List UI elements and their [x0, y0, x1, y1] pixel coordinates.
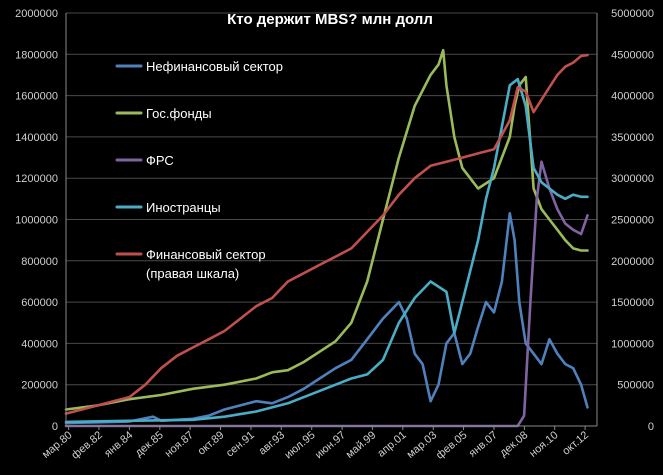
y-tick-label: 1600000	[15, 91, 58, 103]
y2-tick-label: 1000000	[611, 338, 654, 350]
y-tick-label: 1400000	[15, 132, 58, 144]
y-tick-label: 400000	[21, 338, 58, 350]
y-tick-label: 1800000	[15, 49, 58, 61]
legend-label-0: Нефинансовый сектор	[146, 59, 283, 74]
y-tick-label: 600000	[21, 297, 58, 309]
series-line-2	[64, 160, 589, 428]
series-line-0	[64, 212, 589, 425]
legend-label-note: (правая шкала)	[146, 266, 239, 281]
y-tick-label: 800000	[21, 256, 58, 268]
series-line-3	[64, 77, 589, 424]
legend-label-2: ФРС	[146, 153, 174, 168]
legend-label-3: Иностранцы	[146, 200, 221, 215]
y-tick-label: 200000	[21, 380, 58, 392]
y-tick-label: 1000000	[15, 215, 58, 227]
y2-tick-label: 4000000	[611, 91, 654, 103]
series-line-1	[64, 48, 589, 411]
y-tick-label: 0	[52, 421, 58, 433]
y-tick-label: 2000000	[15, 8, 58, 20]
legend-label-4: Финансовый сектор	[146, 247, 266, 262]
y2-tick-label: 3500000	[611, 132, 654, 144]
series-line-4	[64, 53, 589, 415]
legend-label-1: Гос.фонды	[146, 106, 212, 121]
y2-tick-label: 500000	[617, 380, 654, 392]
chart-title: Кто держит MBS? млн долл	[227, 11, 433, 28]
legend: Нефинансовый сектор Гос.фонды ФРС Иностранц…	[115, 59, 283, 281]
y2-tick-label: 4500000	[611, 49, 654, 61]
y2-tick-label: 2500000	[611, 215, 654, 227]
y2-tick-label: 5000000	[611, 8, 654, 20]
y2-tick-label: 2000000	[611, 256, 654, 268]
y2-tick-label: 1500000	[611, 297, 654, 309]
y-tick-label: 1200000	[15, 173, 58, 185]
y2-tick-label: 0	[648, 421, 654, 433]
series-lines	[64, 48, 589, 428]
y2-tick-label: 3000000	[611, 173, 654, 185]
